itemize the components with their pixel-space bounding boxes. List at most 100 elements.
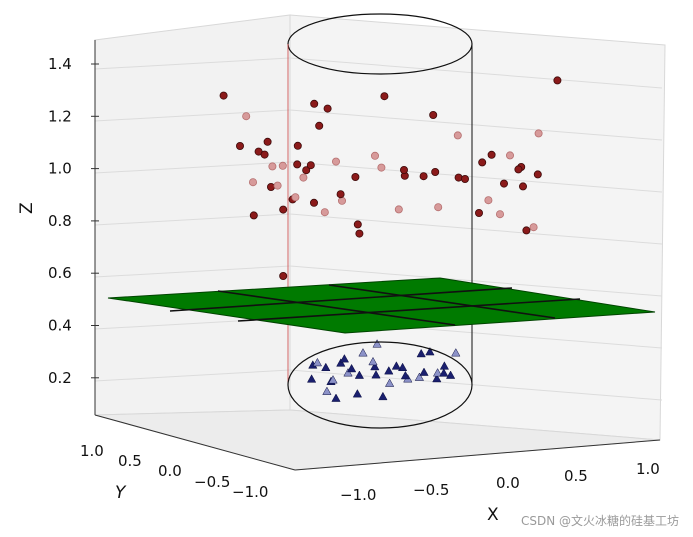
y-tick-label: 0.0 xyxy=(158,462,182,480)
lower-point xyxy=(432,368,443,377)
back-pane-left xyxy=(94,14,291,416)
x-tick-label: −1.0 xyxy=(340,486,376,504)
upper-point xyxy=(453,131,462,140)
lower-point xyxy=(346,363,357,373)
lower-point xyxy=(306,374,317,383)
upper-point xyxy=(293,160,302,169)
lower-point xyxy=(384,366,394,375)
cylinder-bottom-ellipse xyxy=(287,341,473,429)
x-tick-label: 0.5 xyxy=(564,467,588,485)
lower-point xyxy=(322,386,332,395)
z-gridline-left xyxy=(94,265,291,278)
upper-point xyxy=(487,150,496,159)
upper-point xyxy=(399,165,408,174)
lower-point xyxy=(336,358,346,367)
upper-point xyxy=(293,141,302,150)
z-tick-label: 1.0 xyxy=(48,160,72,178)
lower-point xyxy=(416,348,426,358)
lower-point xyxy=(368,356,378,366)
z-gridline-left xyxy=(94,161,291,174)
upper-point xyxy=(380,92,389,101)
upper-point xyxy=(337,196,346,205)
upper-point xyxy=(278,161,287,170)
z-tick-label: 0.2 xyxy=(48,369,72,387)
lower-point xyxy=(354,370,365,379)
x-tick-label: 0.0 xyxy=(496,474,520,492)
lower-point xyxy=(331,393,341,402)
upper-point xyxy=(394,205,403,214)
y-tick-label: −1.0 xyxy=(232,483,268,501)
lower-point xyxy=(352,389,363,398)
upper-point xyxy=(533,170,542,179)
y-axis-ticks: 1.0 0.5 0.0 −0.5−1.0 xyxy=(80,442,268,501)
upper-point xyxy=(291,193,300,202)
x-axis-ticks: −1.0 −0.5 0.0 0.5 1.0 xyxy=(340,460,660,504)
lower-point xyxy=(328,375,338,384)
upper-point xyxy=(331,157,340,166)
cylinder-outline xyxy=(287,13,473,385)
upper-point xyxy=(266,182,275,191)
upper-point xyxy=(505,151,514,160)
upper-cluster xyxy=(219,76,562,280)
z-gridline-left xyxy=(94,109,291,122)
z-gridline-right xyxy=(289,109,663,141)
upper-point xyxy=(249,211,258,220)
lower-point xyxy=(439,368,449,377)
lower-cluster xyxy=(306,339,461,402)
upper-point xyxy=(248,178,257,187)
y-tick-label: 1.0 xyxy=(80,442,104,460)
x-tick-label: −0.5 xyxy=(413,481,449,499)
lower-point xyxy=(451,348,461,357)
lower-point xyxy=(414,372,425,381)
lower-point xyxy=(343,368,353,377)
lower-point xyxy=(400,370,411,380)
upper-point xyxy=(474,208,483,217)
z-axis-ticks: 1.4 1.2 1.0 0.8 0.6 0.4 0.2 xyxy=(48,55,99,387)
upper-point xyxy=(522,226,531,235)
y-axis-line xyxy=(94,414,296,471)
upper-point xyxy=(279,271,288,280)
upper-point xyxy=(429,111,438,120)
lower-point xyxy=(312,357,323,367)
lower-point xyxy=(445,370,456,379)
upper-point xyxy=(336,190,345,199)
upper-point xyxy=(534,129,543,138)
lower-point xyxy=(370,361,380,371)
z-axis-label: Z xyxy=(17,202,37,214)
z-gridline-right xyxy=(289,213,663,245)
upper-point xyxy=(268,162,277,171)
separating-plane xyxy=(107,277,656,334)
upper-point xyxy=(431,167,440,176)
upper-point xyxy=(377,163,386,172)
upper-point xyxy=(434,203,443,212)
upper-point xyxy=(454,173,463,182)
upper-point xyxy=(529,223,538,232)
upper-point xyxy=(353,220,362,229)
upper-point xyxy=(419,172,428,181)
upper-point xyxy=(310,99,319,108)
upper-point xyxy=(309,198,318,207)
upper-point xyxy=(553,76,562,85)
lower-point xyxy=(339,354,350,363)
upper-point xyxy=(263,137,272,146)
x-axis-label: X xyxy=(487,505,499,525)
lower-point xyxy=(432,373,442,383)
upper-point xyxy=(519,182,528,191)
lower-point xyxy=(378,391,388,401)
upper-point xyxy=(460,174,469,183)
z-tick-label: 1.4 xyxy=(48,55,72,73)
y-tick-label: −0.5 xyxy=(194,473,230,491)
watermark: CSDN @文火冰糖的硅基工坊 xyxy=(520,514,679,528)
z-gridline-right xyxy=(289,161,663,193)
upper-point xyxy=(370,151,379,160)
upper-point xyxy=(323,104,332,113)
z-tick-label: 0.4 xyxy=(48,317,72,335)
upper-point xyxy=(499,179,508,188)
upper-point xyxy=(279,205,288,214)
upper-point xyxy=(320,208,329,217)
upper-point xyxy=(478,158,487,167)
lower-point xyxy=(321,362,331,372)
lower-point xyxy=(419,367,429,376)
upper-point xyxy=(273,181,282,190)
